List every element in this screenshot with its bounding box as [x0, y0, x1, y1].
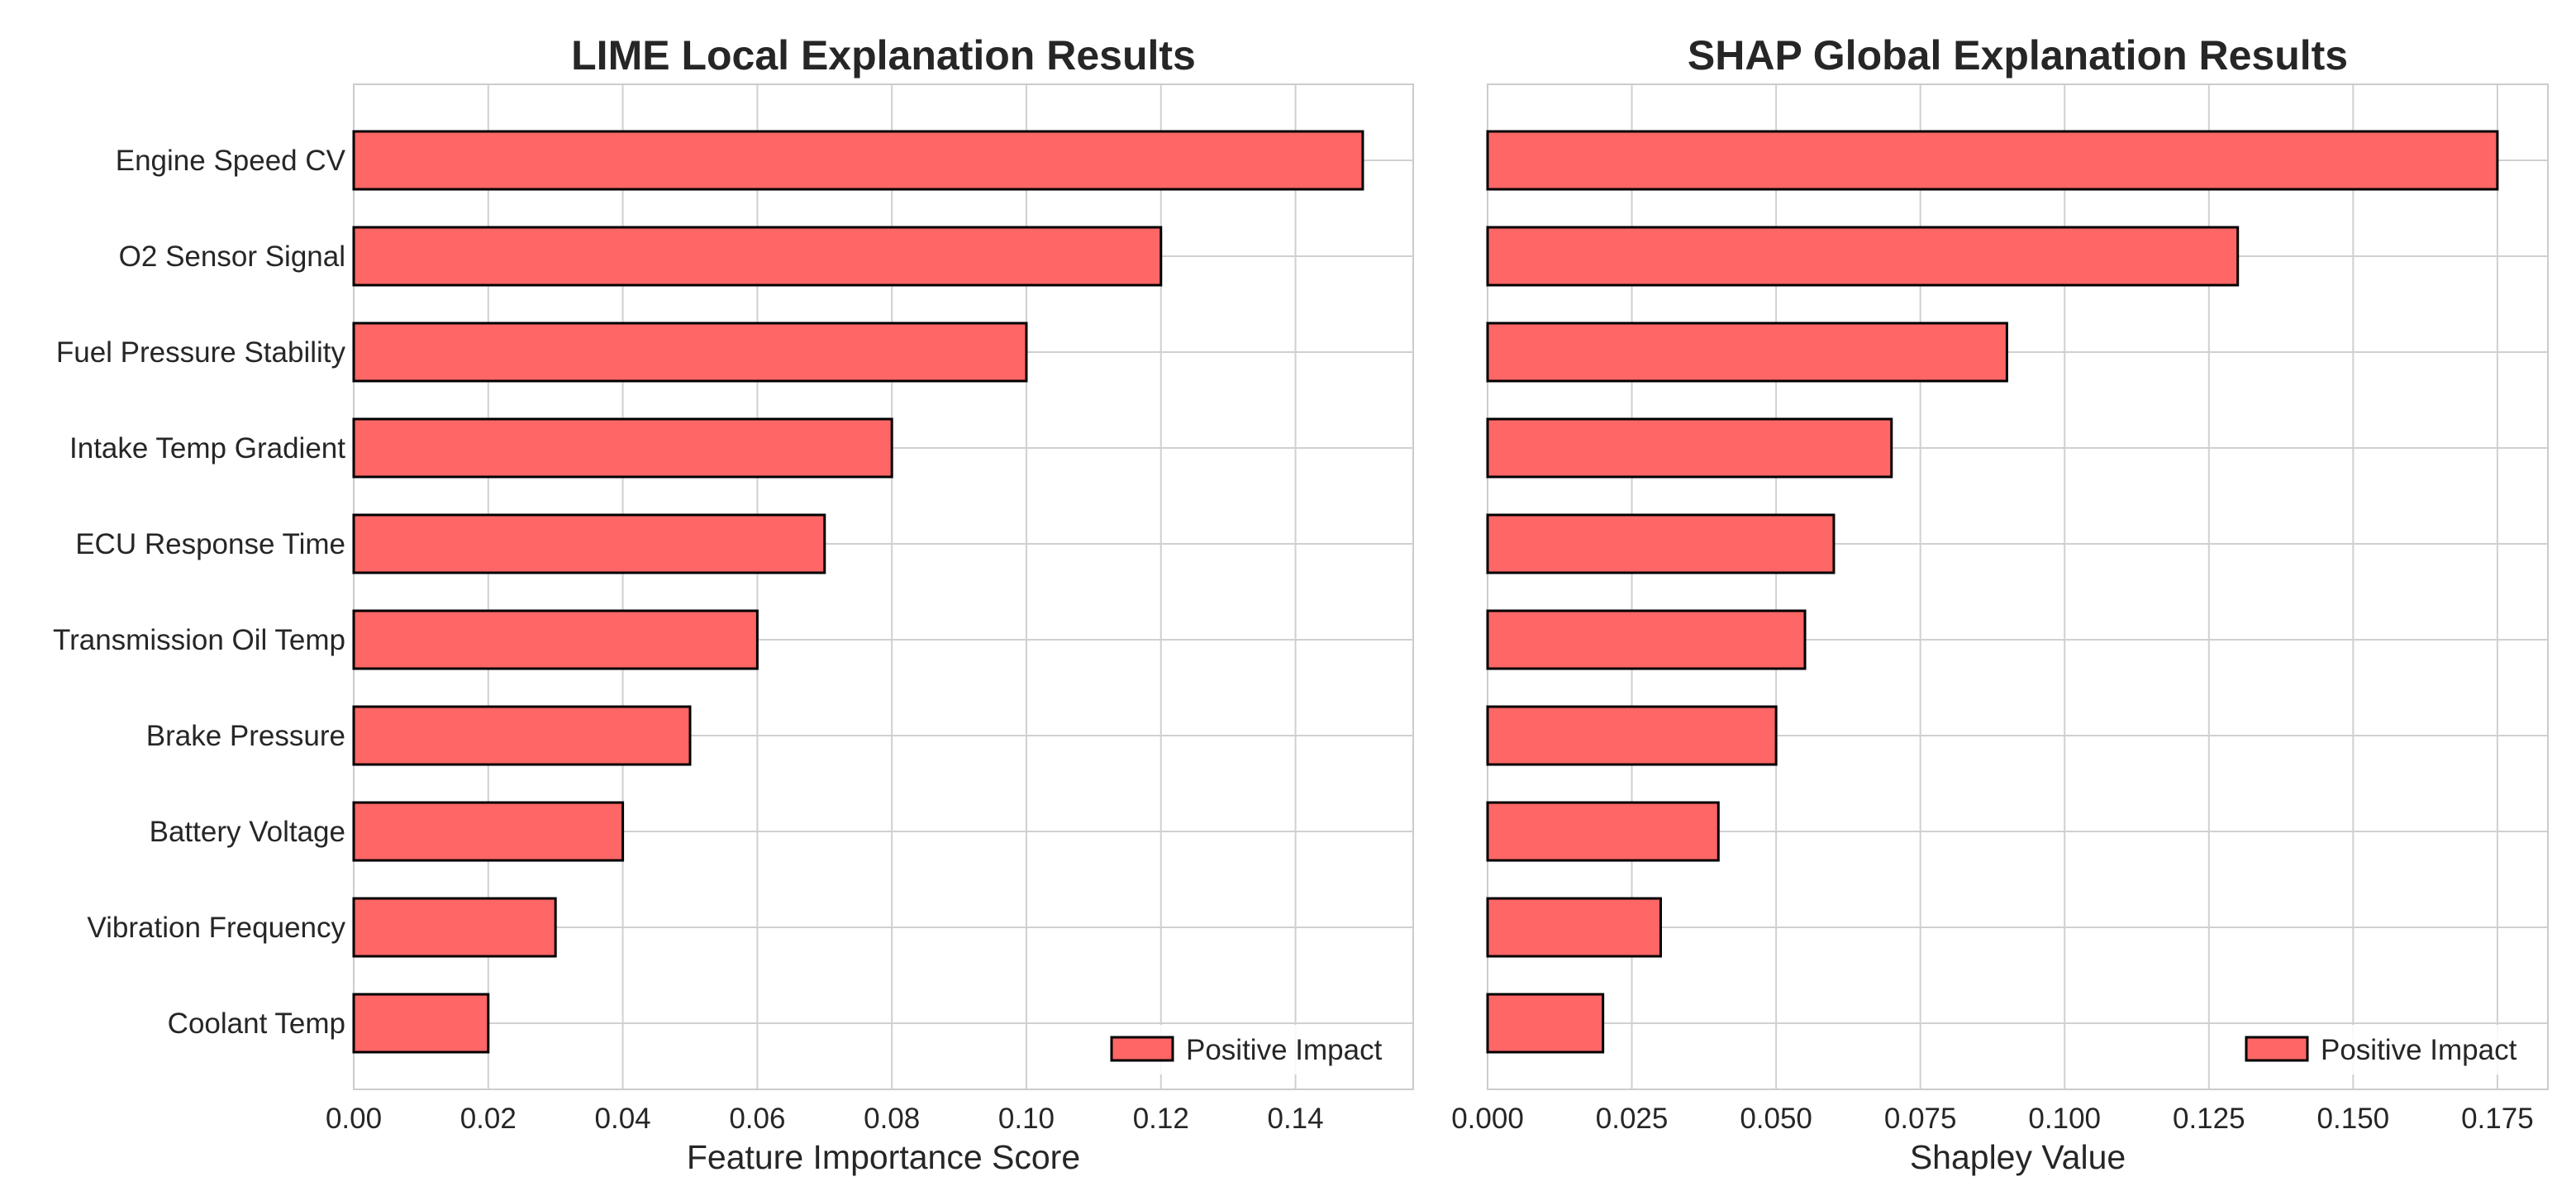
shap-x-tick-label: 0.075 — [1884, 1103, 1957, 1135]
y-category-label: Fuel Pressure Stability — [56, 336, 346, 369]
lime-x-tick-label: 0.14 — [1267, 1103, 1323, 1135]
lime-legend: Positive Impact — [1099, 1025, 1401, 1074]
lime-x-tick-label: 0.00 — [326, 1103, 382, 1135]
shap-x-tick-label: 0.150 — [2317, 1103, 2390, 1135]
y-category-label: Brake Pressure — [146, 720, 345, 752]
lime-bar-fuel-pressure-stability — [352, 322, 1028, 383]
y-category-label: Coolant Temp — [168, 1008, 345, 1040]
shap-bar-ecu-response-time — [1486, 513, 1836, 574]
lime-bar-intake-temp-gradient — [352, 417, 893, 479]
lime-bar-o2-sensor-signal — [352, 226, 1163, 287]
shap-bar-transmission-oil-temp — [1486, 609, 1807, 670]
lime-x-tick-label: 0.12 — [1133, 1103, 1189, 1135]
lime-bar-ecu-response-time — [352, 513, 826, 574]
shap-bar-vibration-frequency — [1486, 897, 1662, 958]
y-category-label: Engine Speed CV — [116, 145, 346, 177]
shap-x-tick-label: 0.100 — [2028, 1103, 2101, 1135]
shap-bar-o2-sensor-signal — [1486, 226, 2240, 287]
lime-bar-engine-speed-cv — [352, 130, 1364, 191]
lime-bar-transmission-oil-temp — [352, 609, 759, 670]
shap-legend: Positive Impact — [2234, 1025, 2536, 1074]
shap-legend-swatch — [2245, 1036, 2309, 1062]
y-category-label: Vibration Frequency — [87, 912, 345, 944]
y-category-label: O2 Sensor Signal — [119, 241, 345, 273]
shap-x-axis-label: Shapley Value — [1910, 1138, 2126, 1176]
shap-legend-label: Positive Impact — [2321, 1034, 2517, 1066]
lime-bar-vibration-frequency — [352, 897, 557, 958]
lime-x-tick-label: 0.02 — [460, 1103, 517, 1135]
shap-bar-engine-speed-cv — [1486, 130, 2499, 191]
y-category-label: Intake Temp Gradient — [69, 432, 345, 464]
shap-x-tick-label: 0.050 — [1740, 1103, 1812, 1135]
shap-bar-brake-pressure — [1486, 705, 1778, 766]
lime-chart-title: LIME Local Explanation Results — [571, 32, 1196, 79]
lime-legend-label: Positive Impact — [1186, 1034, 1383, 1066]
shap-x-tick-label: 0.125 — [2173, 1103, 2245, 1135]
lime-bar-brake-pressure — [352, 705, 692, 766]
shap-x-tick-label: 0.025 — [1596, 1103, 1669, 1135]
shap-x-tick-label: 0.175 — [2461, 1103, 2534, 1135]
shap-bar-fuel-pressure-stability — [1486, 322, 2008, 383]
lime-bar-coolant-temp — [352, 993, 490, 1054]
shap-axes-frame — [1487, 83, 2549, 1090]
shap-bar-battery-voltage — [1486, 801, 1720, 862]
shap-chart-title: SHAP Global Explanation Results — [1688, 32, 2348, 79]
shap-bar-intake-temp-gradient — [1486, 417, 1893, 479]
lime-chart-panel: 0.00 0.02 0.04 0.06 0.08 0.10 0.12 0.14 Engine S… — [53, 32, 1414, 1176]
shap-x-tick-label: 0.000 — [1451, 1103, 1524, 1135]
y-category-label: Battery Voltage — [150, 816, 345, 848]
lime-x-tick-label: 0.06 — [729, 1103, 785, 1135]
lime-legend-swatch — [1110, 1036, 1174, 1062]
shap-chart-panel: 0.000 0.025 0.050 0.075 0.100 0.125 0.150 0.175… — [1451, 32, 2549, 1176]
lime-bar-battery-voltage — [352, 801, 625, 862]
lime-x-tick-label: 0.08 — [864, 1103, 920, 1135]
shap-bar-coolant-temp — [1486, 993, 1605, 1054]
lime-axes-frame — [353, 83, 1414, 1090]
lime-x-axis-label: Feature Importance Score — [687, 1138, 1080, 1176]
y-category-label: ECU Response Time — [75, 528, 345, 560]
lime-x-tick-label: 0.04 — [595, 1103, 651, 1135]
lime-x-tick-label: 0.10 — [998, 1103, 1055, 1135]
y-category-label: Transmission Oil Temp — [53, 624, 345, 656]
